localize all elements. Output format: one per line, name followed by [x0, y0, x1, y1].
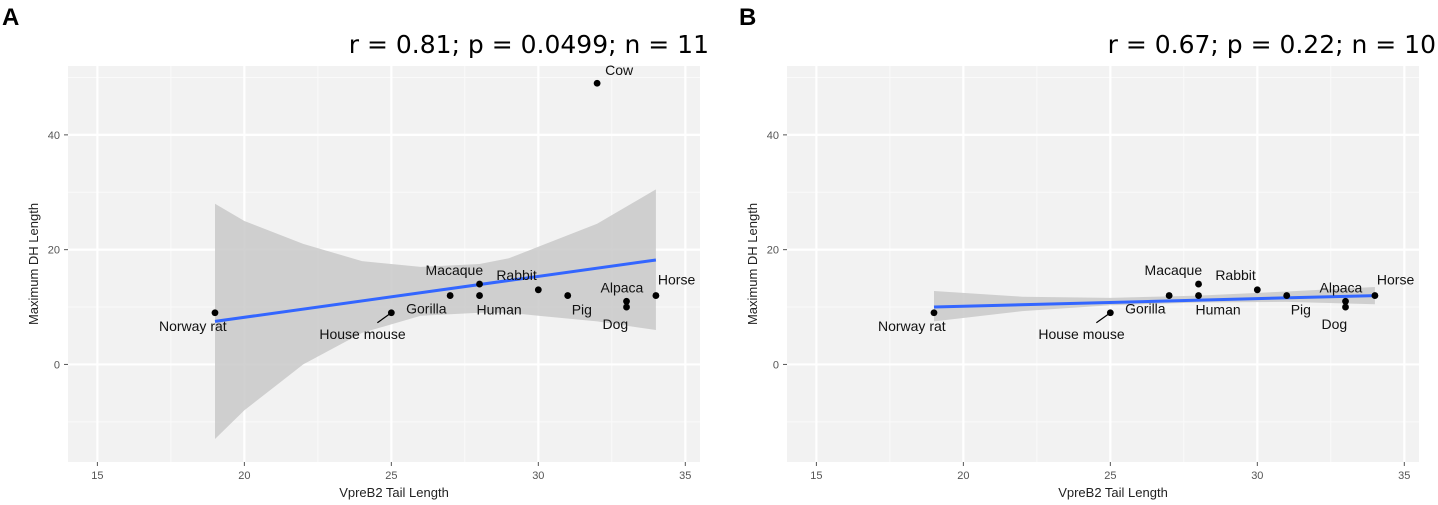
a-point-label-house-mouse: House mouse: [319, 326, 406, 342]
a-point-pig: [564, 292, 572, 299]
b-y-tick-label: 40: [767, 130, 779, 142]
a-y-tick-label: 0: [54, 359, 60, 371]
b-x-tick-label: 30: [1251, 470, 1263, 482]
a-x-tick-label: 25: [385, 470, 397, 482]
a-point-label-norway-rat: Norway rat: [159, 318, 227, 334]
panel-letter-b: B: [739, 4, 757, 31]
a-point-gorilla: [446, 292, 454, 299]
a-point-human: [476, 292, 483, 299]
b-point-label-macaque: Macaque: [1145, 262, 1203, 278]
b-point-label-gorilla: Gorilla: [1125, 301, 1166, 317]
b-point-label-human: Human: [1196, 302, 1241, 318]
stat-summary-b: r = 0.67; p = 0.22; n = 10: [1107, 30, 1436, 59]
b-point-label-norway-rat: Norway rat: [878, 318, 946, 334]
a-point-norway-rat: [211, 309, 219, 317]
b-x-tick-label: 15: [810, 470, 822, 482]
a-point-label-cow: Cow: [605, 62, 634, 78]
scatter-plot-b: 15 20 25 30 35 0 20 40 VpreB2 Tail Length Maximum…: [745, 66, 1419, 500]
a-x-tick-label: 20: [238, 470, 250, 482]
a-point-cow: [593, 79, 601, 87]
a-point-dog: [623, 303, 630, 311]
b-x-tick-label: 35: [1398, 470, 1410, 482]
b-point-norway-rat: [930, 309, 938, 317]
b-point-alpaca: [1342, 297, 1349, 305]
a-point-rabbit: [534, 286, 542, 294]
b-plot-background: [787, 66, 1419, 462]
b-point-rabbit: [1253, 286, 1261, 294]
b-x-tick-label: 20: [957, 470, 969, 482]
a-point-label-pig: Pig: [572, 302, 592, 318]
b-point-label-alpaca: Alpaca: [1320, 279, 1363, 295]
b-point-gorilla: [1165, 292, 1173, 299]
b-point-human: [1195, 292, 1202, 299]
b-confidence-band: [934, 287, 1375, 322]
a-point-macaque: [476, 280, 483, 288]
scatter-plot-a: 15 20 25 30 35 0 20 40 VpreB2 Tail Length Maximum…: [26, 62, 700, 500]
a-x-axis-title: VpreB2 Tail Length: [339, 485, 449, 500]
b-regression-line: [933, 294, 1375, 309]
a-x-tick-label: 30: [532, 470, 544, 482]
panel-a: A r = 0.81; p = 0.0499; n = 11 15 20 25 30 3…: [2, 4, 709, 500]
a-x-tick-label: 35: [679, 470, 691, 482]
b-point-label-horse: Horse: [1377, 272, 1415, 288]
a-point-label-horse: Horse: [658, 272, 696, 288]
b-point-label-pig: Pig: [1291, 302, 1311, 318]
a-point-label-human: Human: [477, 302, 522, 318]
b-x-axis-title: VpreB2 Tail Length: [1058, 485, 1168, 500]
b-point-house-mouse: [1106, 309, 1114, 317]
b-point-pig: [1283, 292, 1291, 299]
a-point-label-gorilla: Gorilla: [406, 301, 447, 317]
b-point-label-house-mouse: House mouse: [1038, 326, 1125, 342]
a-y-tick-label: 20: [48, 245, 60, 257]
b-point-horse: [1371, 292, 1379, 299]
panel-letter-a: A: [2, 4, 20, 31]
a-point-alpaca: [623, 297, 630, 305]
a-point-label-rabbit: Rabbit: [496, 267, 537, 283]
a-point-label-dog: Dog: [603, 316, 629, 332]
a-y-tick-label: 40: [48, 130, 60, 142]
b-point-macaque: [1195, 280, 1202, 288]
b-point-dog: [1342, 303, 1349, 311]
stat-summary-a: r = 0.81; p = 0.0499; n = 11: [348, 30, 709, 59]
a-point-label-macaque: Macaque: [426, 262, 484, 278]
a-x-tick-label: 15: [91, 470, 103, 482]
a-point-horse: [652, 292, 660, 299]
b-y-tick-label: 0: [773, 359, 779, 371]
a-point-house-mouse: [387, 309, 395, 317]
a-confidence-band: [215, 189, 656, 439]
a-y-axis-title: Maximum DH Length: [26, 203, 41, 325]
a-point-label-alpaca: Alpaca: [601, 279, 644, 295]
b-point-label-rabbit: Rabbit: [1215, 267, 1256, 283]
b-x-tick-label: 25: [1104, 470, 1116, 482]
b-y-axis-title: Maximum DH Length: [745, 203, 760, 325]
a-regression-line: [214, 258, 657, 323]
b-y-tick-label: 20: [767, 245, 779, 257]
b-point-label-dog: Dog: [1322, 316, 1348, 332]
panel-b: B r = 0.67; p = 0.22; n = 10 15 20 25 30 35 0…: [719, 0, 1438, 505]
